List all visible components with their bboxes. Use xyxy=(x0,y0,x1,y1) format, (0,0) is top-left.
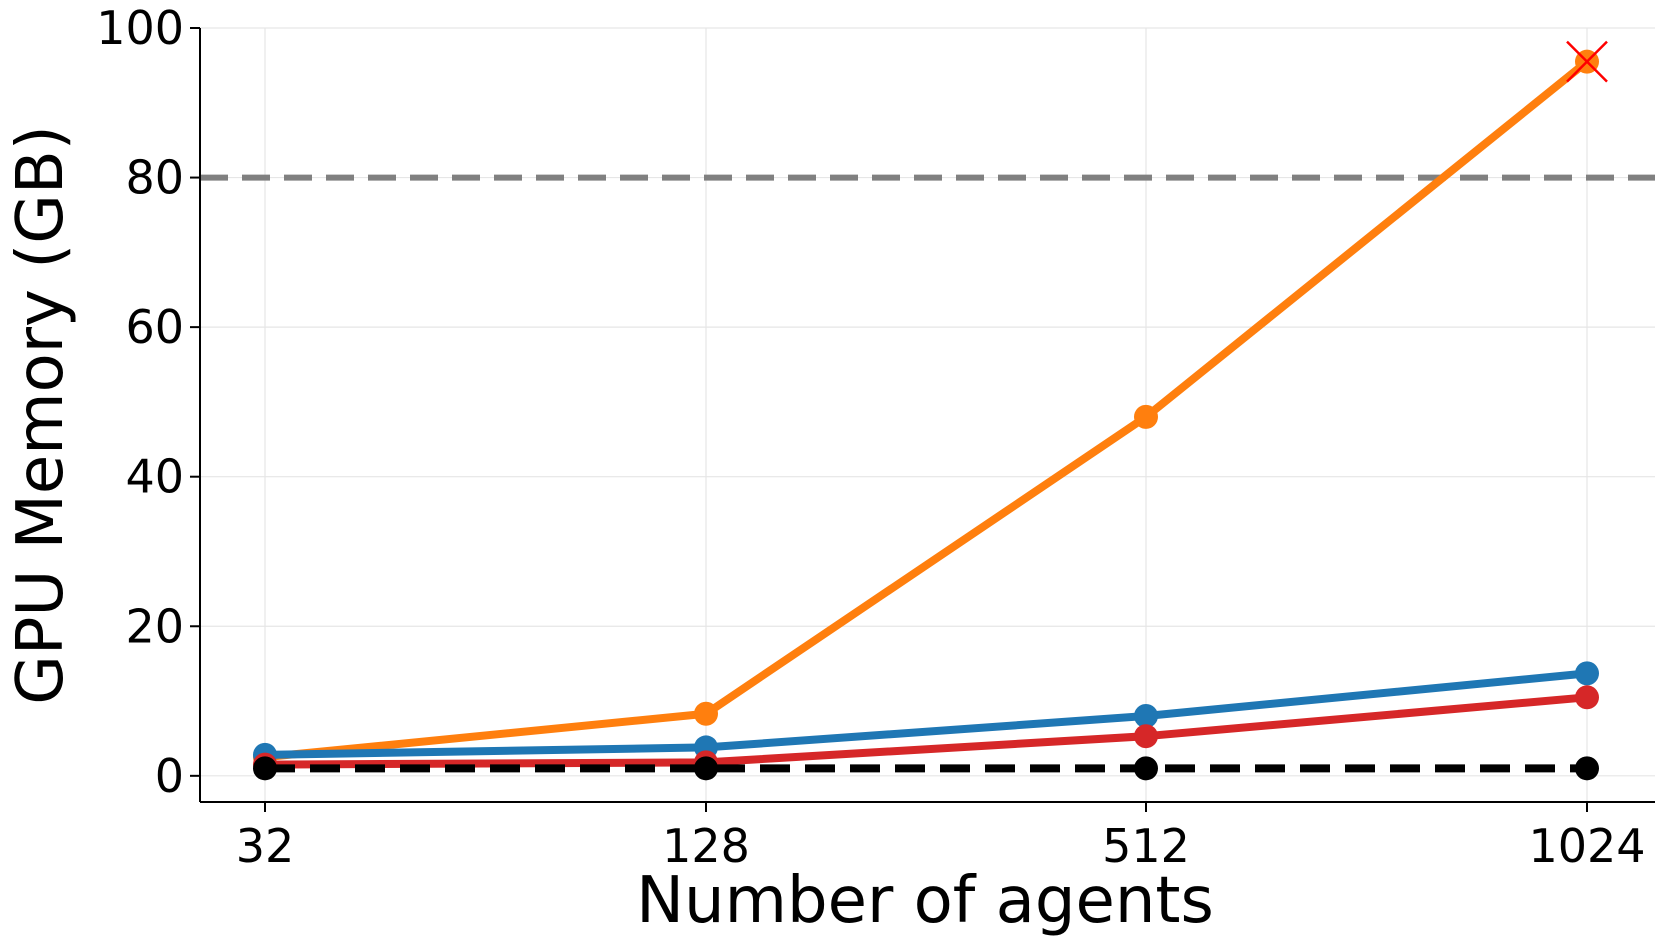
x-axis-label: Number of agents xyxy=(636,864,1214,938)
series-line xyxy=(264,693,1588,769)
data-point xyxy=(1134,724,1158,749)
data-point xyxy=(1134,404,1158,429)
x-tick-label: 1024 xyxy=(1528,819,1645,873)
series-line xyxy=(264,669,1588,759)
y-tick-label: 100 xyxy=(96,1,184,55)
data-point xyxy=(694,701,718,726)
axes xyxy=(190,27,1655,812)
x-tick-label: 32 xyxy=(236,819,295,873)
data-point xyxy=(1134,756,1158,781)
x-tick-label: 512 xyxy=(1102,819,1190,873)
data-point xyxy=(1575,661,1599,686)
series-line xyxy=(264,58,1590,762)
y-tick-label: 40 xyxy=(125,450,184,504)
data-point xyxy=(1134,704,1158,728)
data-point xyxy=(694,756,718,781)
failure-marker xyxy=(1566,40,1608,83)
y-tick-labels: 0 20 40 60 80 100 xyxy=(96,1,184,803)
y-tick-label: 0 xyxy=(155,749,184,803)
x-tick-labels: 32 128 512 1024 xyxy=(236,819,1646,873)
y-axis-label: GPU Memory (GB) xyxy=(4,125,78,704)
y-tick-label: 20 xyxy=(125,599,184,653)
x-tick-label: 128 xyxy=(662,819,750,873)
data-point xyxy=(1575,685,1599,710)
y-tick-label: 80 xyxy=(125,151,184,205)
y-tick-label: 60 xyxy=(125,300,184,354)
data-point xyxy=(1575,756,1599,781)
series-group xyxy=(253,40,1608,781)
data-point xyxy=(253,756,277,781)
